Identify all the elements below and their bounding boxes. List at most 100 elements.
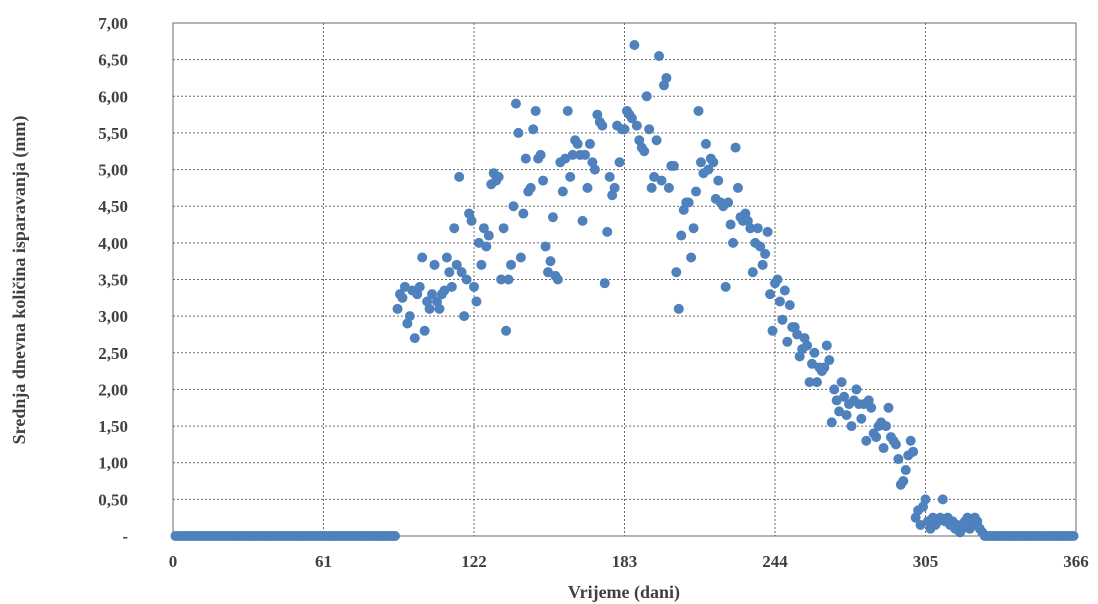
data-point [846, 421, 857, 432]
y-tick-label: 6,50 [98, 51, 128, 70]
data-point [861, 435, 872, 446]
data-point [466, 215, 477, 226]
data-point [693, 105, 704, 116]
x-tick-label: 305 [913, 552, 939, 571]
data-point [520, 153, 531, 164]
y-tick-label: 7,00 [98, 14, 128, 33]
data-point [691, 186, 702, 197]
data-point [831, 395, 842, 406]
y-tick-label: 4,50 [98, 197, 128, 216]
data-point [525, 182, 536, 193]
data-point [772, 274, 783, 285]
data-point [881, 421, 892, 432]
data-point [883, 402, 894, 413]
data-point [439, 285, 450, 296]
data-point [535, 149, 546, 160]
data-point [792, 329, 803, 340]
data-point [676, 230, 687, 241]
data-point [390, 531, 401, 541]
data-point [757, 259, 768, 270]
data-point [908, 446, 919, 457]
data-point [767, 325, 778, 336]
data-point [747, 267, 758, 278]
data-point [893, 454, 904, 465]
data-point [723, 197, 734, 208]
y-axis-title: Srednja dnevna količina isparavanja (mm) [9, 116, 30, 445]
data-point [604, 171, 615, 182]
data-point [565, 171, 576, 182]
data-point [473, 237, 484, 248]
y-axis: - 0,50 1,00 1,50 2,00 2,50 3,00 3,50 4,00 4,50 5,0… [98, 14, 128, 546]
data-point [513, 127, 524, 138]
data-point [417, 252, 428, 263]
data-point [841, 410, 852, 421]
data-point [577, 215, 588, 226]
data-point [449, 223, 460, 234]
data-point [451, 259, 462, 270]
data-point [834, 406, 845, 417]
data-point [774, 296, 785, 307]
data-point [673, 303, 684, 314]
y-tick-label: 2,50 [98, 344, 128, 363]
data-point [784, 300, 795, 311]
data-point [656, 175, 667, 186]
data-point [589, 164, 600, 175]
data-point [900, 465, 911, 476]
data-point [459, 311, 470, 322]
data-point [1068, 531, 1079, 541]
data-point [404, 311, 415, 322]
data-point [839, 391, 850, 402]
data-point [397, 292, 408, 303]
data-point [444, 267, 455, 278]
data-point [582, 182, 593, 193]
data-point [483, 230, 494, 241]
data-point [683, 197, 694, 208]
data-point [811, 377, 822, 388]
data-point [498, 223, 509, 234]
data-point [762, 226, 773, 237]
data-point [515, 252, 526, 263]
data-point [802, 340, 813, 351]
x-tick-label: 61 [315, 552, 332, 571]
data-point [700, 138, 711, 149]
data-point [890, 439, 901, 450]
data-point [905, 435, 916, 446]
data-point [668, 160, 679, 171]
data-point [454, 171, 465, 182]
data-point [644, 124, 655, 135]
data-point [392, 303, 403, 314]
data-point [695, 157, 706, 168]
data-point [937, 494, 948, 505]
data-point [609, 182, 620, 193]
data-point [646, 182, 657, 193]
data-point [481, 241, 492, 252]
data-point [856, 413, 867, 424]
data-point [602, 226, 613, 237]
data-point [501, 325, 512, 336]
data-point [456, 267, 467, 278]
data-point [809, 347, 820, 358]
data-point [584, 138, 595, 149]
data-point [626, 113, 637, 124]
data-point [745, 223, 756, 234]
data-point [826, 417, 837, 428]
x-tick-label: 122 [461, 552, 487, 571]
data-point [399, 281, 410, 292]
data-point [777, 314, 788, 325]
y-tick-label: 3,00 [98, 307, 128, 326]
data-point [824, 355, 835, 366]
x-axis: 0 61 122 183 244 305 366 [169, 552, 1089, 571]
data-point [476, 259, 487, 270]
x-tick-label: 183 [612, 552, 638, 571]
data-point [866, 402, 877, 413]
data-point [819, 362, 830, 373]
data-point [446, 281, 457, 292]
data-point [915, 520, 926, 531]
data-point [562, 105, 573, 116]
data-point [545, 256, 556, 267]
data-point [538, 175, 549, 186]
y-tick-label: 5,00 [98, 161, 128, 180]
x-axis-title: Vrijeme (dani) [568, 582, 680, 603]
data-point [878, 443, 889, 454]
